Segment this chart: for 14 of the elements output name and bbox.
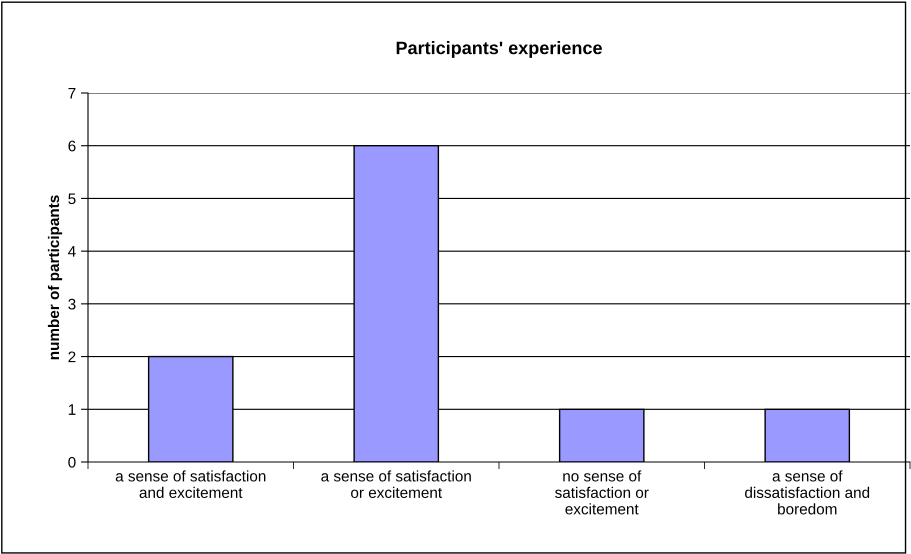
- x-tick-label: no sense of satisfaction or excitement: [555, 470, 649, 514]
- y-axis-title: number of participants: [48, 195, 62, 360]
- y-tick-label: 6: [68, 140, 76, 152]
- x-tick-label: a sense of satisfaction and excitement: [116, 470, 266, 498]
- x-tick-label: a sense of satisfaction or excitement: [321, 470, 471, 498]
- x-tick-label: a sense of dissatisfaction and boredom: [745, 470, 870, 514]
- chart-title: Participants' experience: [396, 41, 602, 58]
- y-tick-label: 1: [68, 404, 76, 415]
- y-tick-label: 4: [68, 246, 76, 257]
- y-tick-label: 2: [68, 351, 76, 362]
- y-tick-label: 5: [68, 193, 76, 204]
- y-tick-label: 7: [68, 88, 76, 99]
- y-tick-label: 3: [68, 298, 76, 310]
- y-tick-label: 0: [68, 456, 76, 468]
